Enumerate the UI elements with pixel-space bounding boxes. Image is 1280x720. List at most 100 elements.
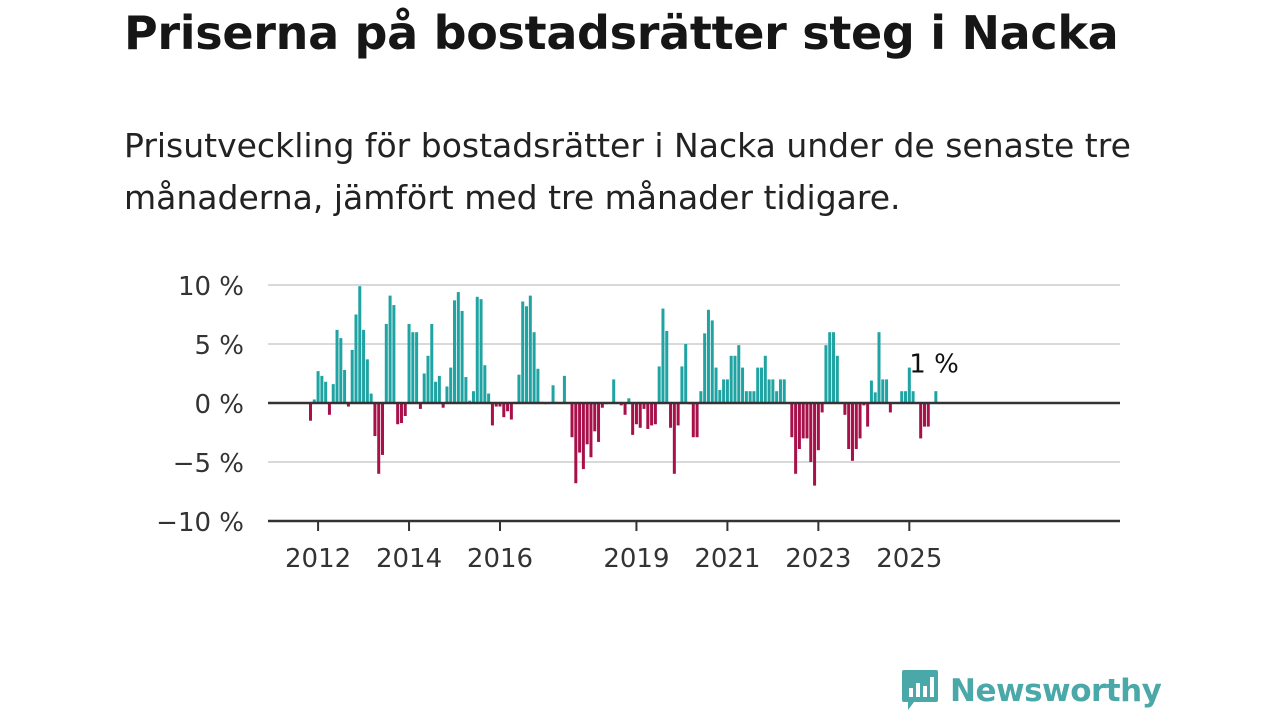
bar [775, 391, 779, 403]
bar [354, 314, 358, 403]
bar [324, 381, 328, 403]
bar [824, 345, 828, 403]
bar [502, 403, 506, 418]
bar [756, 367, 760, 403]
bar [820, 403, 824, 413]
bar [309, 403, 312, 421]
bar [778, 379, 782, 403]
bar [600, 403, 604, 408]
bar [528, 295, 532, 403]
bar [850, 403, 854, 461]
bar [634, 403, 638, 425]
bar [487, 393, 491, 403]
bar [873, 392, 877, 403]
bar [695, 403, 699, 438]
bar [744, 391, 748, 403]
bar [714, 367, 718, 403]
logo-text: Newsworthy [950, 673, 1162, 709]
axes [268, 401, 1120, 531]
bar-chart: 10 % 5 % 0 % −5 % −10 % 2012 2014 2016 2019 2021 2… [156, 272, 1120, 574]
bar [498, 403, 502, 407]
bar [411, 332, 415, 403]
bar [350, 349, 354, 403]
bar [464, 377, 468, 403]
bar [650, 403, 654, 426]
bar [418, 403, 422, 409]
y-tick-label: 0 % [194, 390, 244, 420]
bar [449, 367, 453, 403]
bar [760, 367, 764, 403]
bar [536, 368, 540, 403]
bar [653, 403, 657, 425]
bar [767, 379, 771, 403]
bar [661, 308, 665, 403]
bar [706, 309, 710, 403]
bar [335, 329, 339, 403]
newsworthy-logo: Newsworthy [900, 668, 1162, 714]
bar [373, 403, 377, 437]
bar [869, 380, 873, 403]
bar [471, 391, 475, 403]
bar [748, 391, 752, 403]
bar [456, 292, 460, 403]
bar [327, 403, 331, 415]
bar [532, 332, 536, 403]
chart-title: Priserna på bostadsrätter steg i Nacka [124, 6, 1119, 60]
bar [782, 379, 786, 403]
bar [771, 379, 775, 403]
bar [733, 355, 737, 403]
logo-icon [902, 670, 938, 710]
bars [309, 286, 938, 486]
chart-subtitle: Prisutveckling för bostadsrätter i Nacka… [124, 126, 1131, 217]
bar [631, 403, 635, 435]
bar [312, 399, 316, 403]
x-tick-label: 2014 [376, 544, 442, 574]
bar [922, 403, 926, 427]
x-tick-label: 2019 [603, 544, 669, 574]
x-tick-label: 2016 [467, 544, 533, 574]
bar [627, 398, 631, 403]
bar [797, 403, 801, 450]
bar [866, 403, 870, 427]
bar [339, 338, 343, 403]
bar [343, 369, 347, 403]
bar [858, 403, 862, 439]
bar [835, 355, 839, 403]
bar [430, 323, 434, 403]
bar [801, 403, 805, 439]
x-tick-label: 2025 [876, 544, 942, 574]
bar [392, 305, 396, 403]
bar [593, 403, 597, 432]
bar [490, 403, 494, 426]
bar [403, 403, 407, 416]
bar [437, 375, 441, 403]
bar [904, 391, 908, 403]
bar [407, 323, 411, 403]
bar [422, 373, 426, 403]
bar [725, 379, 729, 403]
bar [729, 355, 733, 403]
bar [843, 403, 847, 415]
bar [790, 403, 794, 438]
bar [612, 379, 616, 403]
y-tick-label: −10 % [156, 508, 244, 538]
bar [597, 403, 601, 442]
bar [680, 366, 684, 403]
bar [684, 344, 688, 403]
bar [741, 367, 745, 403]
bar [377, 403, 381, 474]
bar [737, 345, 741, 403]
bar [415, 332, 419, 403]
bar [816, 403, 820, 451]
bar [710, 320, 714, 403]
bar [794, 403, 798, 474]
bar [396, 403, 400, 425]
bar [585, 403, 589, 445]
bar [672, 403, 676, 474]
bar [805, 403, 809, 439]
bar [479, 299, 483, 403]
x-tick-label: 2012 [285, 544, 351, 574]
bar [847, 403, 851, 450]
bar [669, 403, 673, 428]
x-tick-label: 2023 [785, 544, 851, 574]
